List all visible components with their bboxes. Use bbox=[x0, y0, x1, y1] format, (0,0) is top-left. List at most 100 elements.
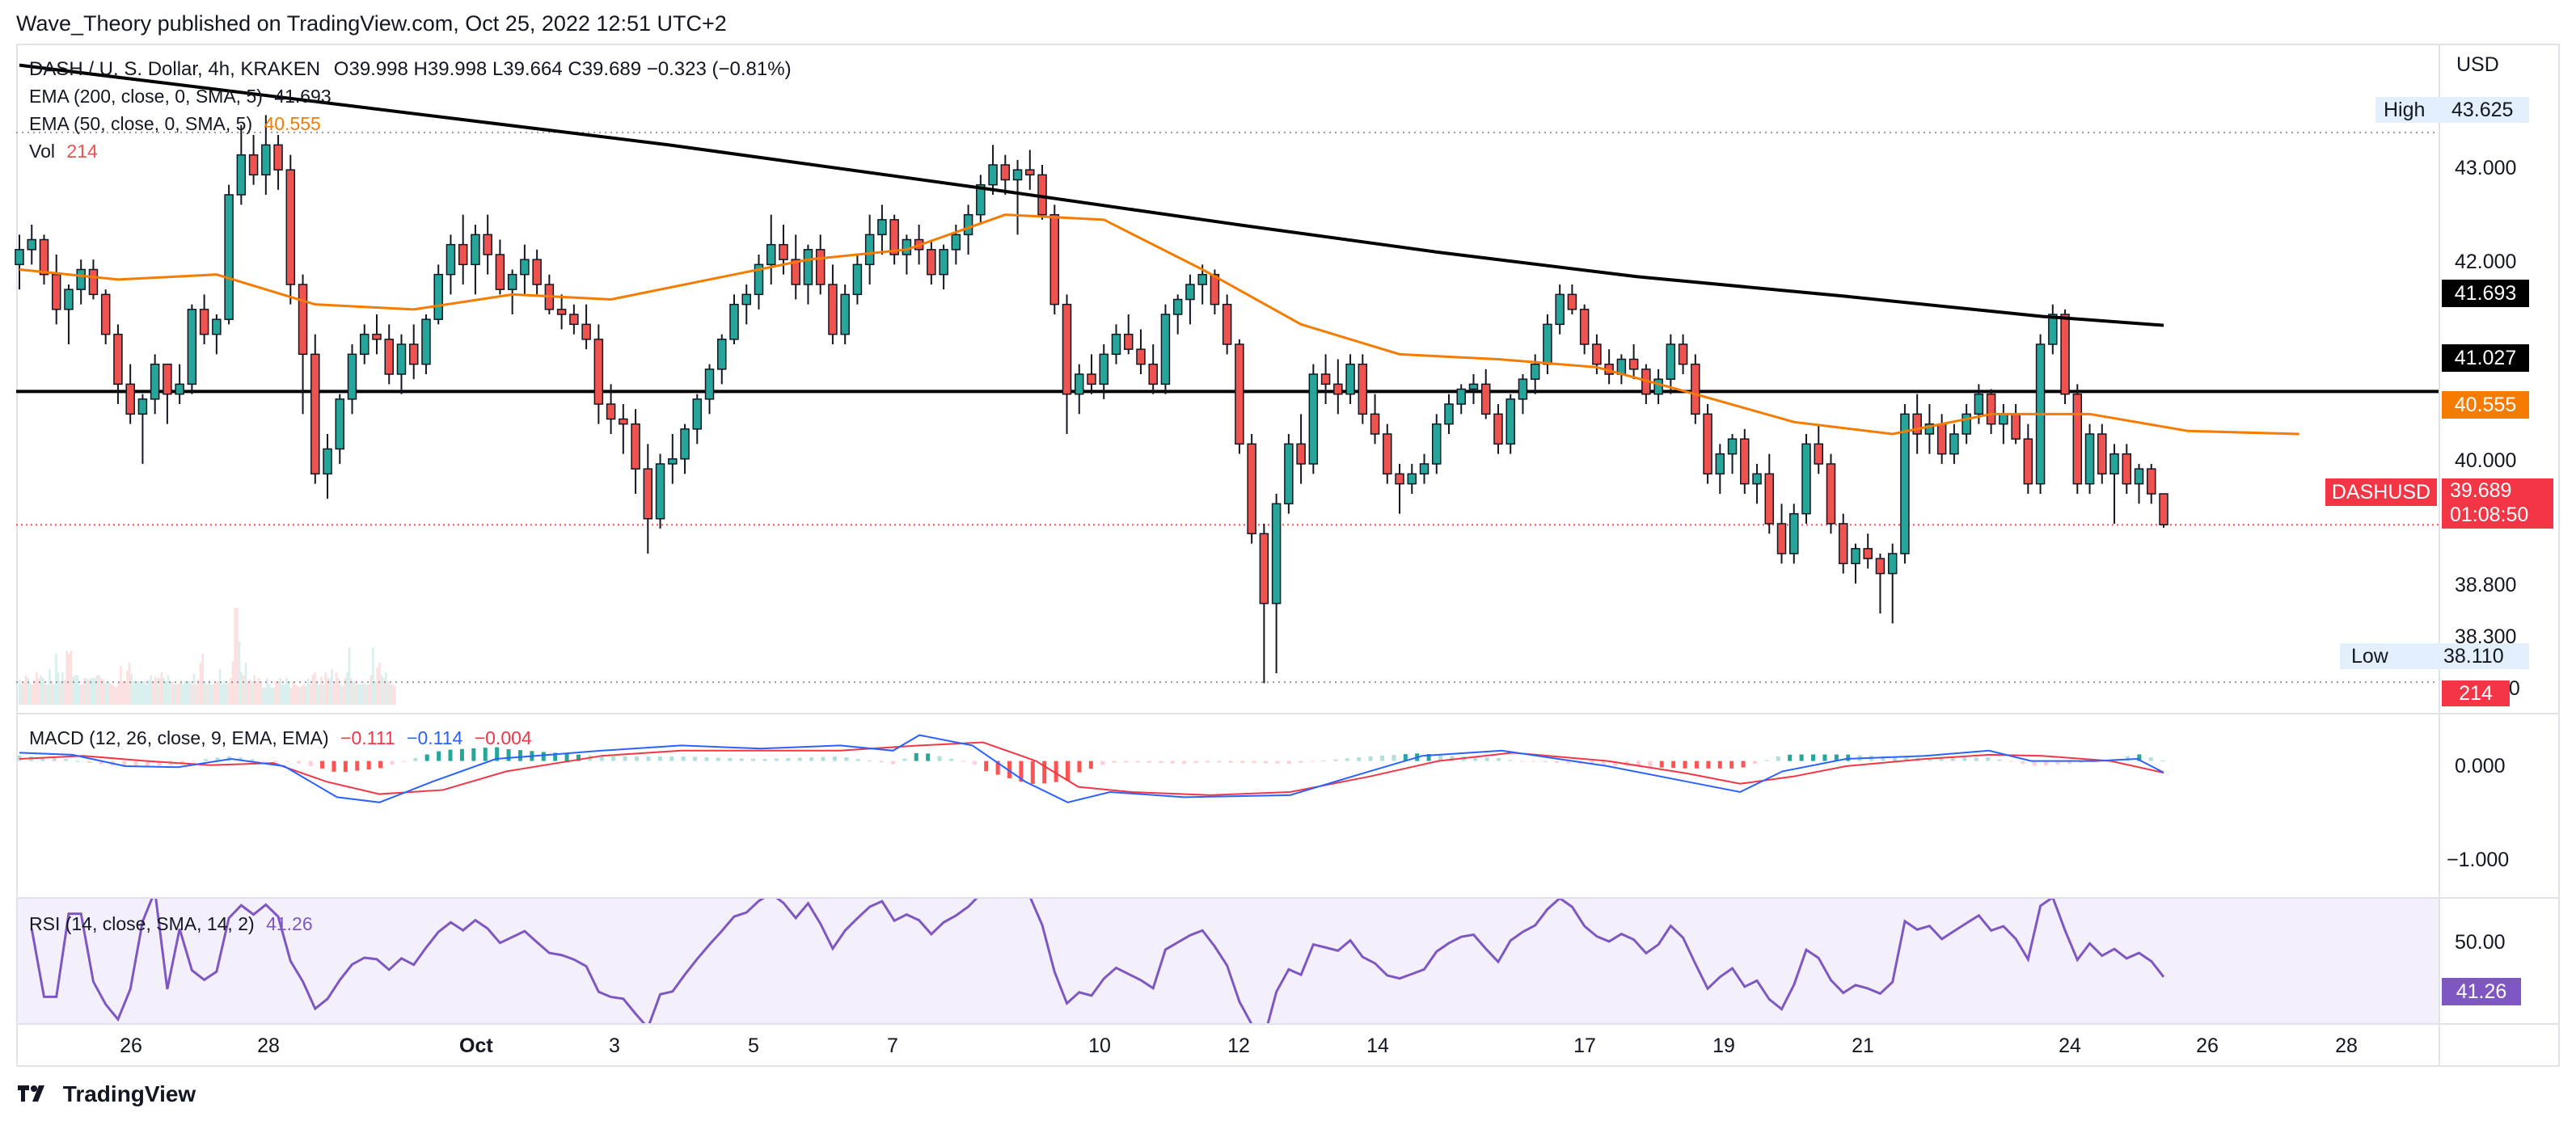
candle bbox=[1887, 543, 1898, 624]
candle-body bbox=[1087, 373, 1096, 386]
macd-histogram-bar bbox=[948, 758, 953, 761]
candle bbox=[1555, 284, 1565, 335]
macd-histogram-bar bbox=[320, 761, 325, 769]
time-tick: 3 bbox=[609, 1034, 620, 1057]
candle-body bbox=[175, 383, 184, 395]
macd-histogram-bar bbox=[1217, 761, 1222, 763]
candle-body bbox=[347, 353, 357, 400]
candle-body bbox=[1727, 438, 1738, 455]
macd-histogram-bar bbox=[984, 761, 989, 772]
macd-histogram-bar bbox=[203, 759, 208, 761]
macd-histogram-bar bbox=[1403, 754, 1408, 761]
candle bbox=[569, 304, 579, 335]
candle bbox=[2159, 493, 2168, 528]
volume-bar bbox=[179, 682, 183, 705]
candle-body bbox=[1308, 373, 1319, 465]
candle bbox=[1025, 150, 1035, 190]
candle-body bbox=[1049, 213, 1060, 305]
volume-bar bbox=[240, 672, 243, 705]
candle bbox=[1740, 428, 1750, 494]
candle bbox=[766, 214, 776, 284]
candle-body bbox=[76, 268, 86, 290]
macd-histogram-bar bbox=[1357, 757, 1362, 761]
candle-body bbox=[766, 243, 776, 266]
macd-histogram-bar bbox=[1904, 757, 1909, 761]
macd-histogram-bar bbox=[611, 756, 616, 761]
pane-separator bbox=[16, 713, 2560, 714]
volume-bar bbox=[78, 684, 81, 705]
volume-bar bbox=[380, 675, 383, 705]
macd-histogram-bar bbox=[1986, 757, 1991, 761]
high-tag-value: 43.625 bbox=[2451, 99, 2514, 121]
macd-histogram-bar bbox=[2044, 761, 2049, 766]
volume-bar bbox=[268, 684, 271, 705]
macd-histogram-bar bbox=[576, 754, 581, 761]
candle-body bbox=[1197, 273, 1207, 285]
macd-histogram-bar bbox=[1788, 754, 1793, 761]
macd-histogram-bar bbox=[2079, 761, 2084, 764]
volume-bar bbox=[143, 681, 146, 705]
candle-body bbox=[581, 323, 591, 340]
legend-symbol: DASH / U. S. Dollar, 4h, KRAKEN bbox=[29, 58, 321, 80]
candle bbox=[1148, 344, 1158, 394]
macd-histogram-bar bbox=[1497, 757, 1501, 761]
candle bbox=[1172, 294, 1183, 335]
volume-bar bbox=[53, 684, 55, 705]
candle-body bbox=[593, 339, 604, 405]
candle-body bbox=[1974, 393, 1984, 415]
macd-histogram-bar bbox=[495, 747, 500, 761]
candle bbox=[593, 324, 604, 424]
candle bbox=[76, 259, 86, 305]
candle bbox=[729, 294, 739, 344]
candle bbox=[2122, 444, 2132, 494]
volume-bar bbox=[130, 673, 133, 705]
volume-bar bbox=[285, 678, 288, 705]
candle bbox=[1358, 354, 1368, 424]
volume-bar bbox=[199, 663, 202, 705]
candle bbox=[1703, 404, 1712, 484]
candle bbox=[741, 284, 751, 325]
volume-bar bbox=[272, 687, 275, 705]
time-tick: 24 bbox=[2059, 1034, 2081, 1057]
volume-bar bbox=[70, 651, 73, 705]
candle-body bbox=[963, 213, 973, 236]
volume-bar bbox=[95, 675, 99, 705]
macd-histogram-bar bbox=[844, 756, 849, 761]
volume-bar bbox=[24, 675, 27, 705]
candle-body bbox=[680, 428, 690, 460]
candle-body bbox=[421, 318, 431, 365]
candle bbox=[1604, 349, 1614, 385]
time-tick: 17 bbox=[1573, 1034, 1596, 1057]
candle bbox=[1814, 423, 1823, 474]
time-tick: Oct bbox=[459, 1034, 493, 1057]
volume-bar bbox=[218, 668, 222, 705]
macd-histogram-bar bbox=[914, 752, 918, 761]
candle-body bbox=[1666, 343, 1676, 380]
macd-histogram-bar bbox=[1263, 761, 1268, 764]
volume-bar bbox=[348, 647, 351, 705]
candle-body bbox=[1789, 512, 1799, 554]
candle-body bbox=[273, 144, 283, 171]
candle-body bbox=[2084, 433, 2095, 485]
footer-brand[interactable]: TradingView bbox=[16, 1081, 196, 1109]
volume-bar bbox=[36, 672, 38, 705]
macd-histogram-bar bbox=[1729, 761, 1734, 769]
macd-histogram-bar bbox=[1974, 757, 1978, 761]
volume-bar bbox=[311, 675, 314, 705]
volume-bar bbox=[217, 681, 219, 705]
macd-histogram-bar bbox=[1717, 761, 1722, 769]
candle bbox=[1999, 404, 2008, 445]
volume-bar bbox=[333, 681, 336, 705]
volume-bar bbox=[167, 675, 170, 705]
price-tick-40: 40.000 bbox=[2455, 449, 2517, 472]
candle bbox=[1087, 354, 1096, 394]
volume-bar bbox=[74, 675, 77, 705]
candle bbox=[483, 214, 492, 275]
candle bbox=[335, 394, 345, 464]
candle-body bbox=[840, 293, 850, 335]
rsi-legend-label: RSI (14, close, SMA, 14, 2) bbox=[29, 913, 255, 934]
candle-body bbox=[335, 398, 345, 450]
macd-histogram-bar bbox=[506, 749, 511, 761]
volume-bar bbox=[292, 681, 294, 705]
